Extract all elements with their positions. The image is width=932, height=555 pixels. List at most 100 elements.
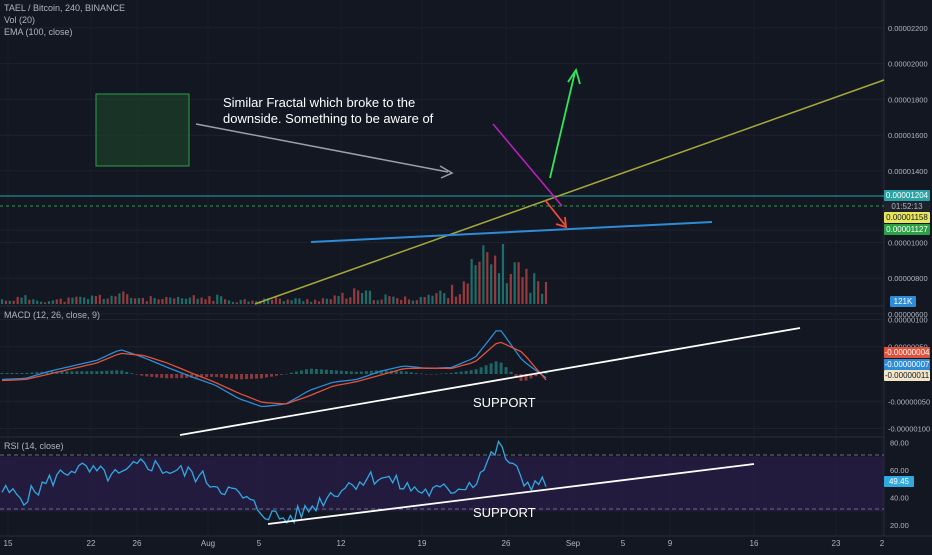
macd-histogram — [0, 361, 548, 381]
macd-hist-bar — [75, 371, 79, 374]
volume-bar — [137, 298, 141, 304]
volume-bar — [462, 281, 465, 304]
volume-bar — [282, 301, 285, 304]
volume-bar — [153, 298, 156, 304]
rsi-value-tag: 49.45 — [884, 476, 914, 487]
symbol-title[interactable]: TAEL / Bitcoin, 240, BINANCE — [4, 3, 126, 13]
macd-hist-bar — [294, 371, 298, 374]
volume-bar — [411, 300, 415, 304]
volume-bar — [12, 300, 15, 304]
volume-bar — [470, 258, 473, 304]
volume-bar — [384, 294, 387, 304]
macd-hist-bar — [404, 371, 408, 374]
volume-bar — [169, 297, 172, 304]
macd-hist-bar — [245, 374, 249, 380]
macd-hist-bar — [80, 371, 84, 374]
volume-bar — [533, 273, 536, 304]
macd-hist-bar — [160, 374, 164, 378]
wedge-upper-line[interactable] — [492, 123, 563, 207]
volume-bar — [341, 292, 344, 304]
macd-support-label: SUPPORT — [473, 395, 536, 410]
macd-hist-bar — [444, 373, 448, 374]
macd-indicator-label[interactable]: MACD (12, 26, close, 9) — [4, 310, 101, 320]
macd-hist-bar — [364, 371, 368, 374]
volume-bar — [200, 297, 203, 304]
volume-bar — [270, 299, 274, 304]
macd-hist-bar — [399, 371, 403, 374]
macd-tick-label: 0.00000100 — [888, 315, 928, 324]
breakdown-arrow-red[interactable] — [544, 199, 566, 226]
macd-tick-label: -0.00000050 — [888, 397, 930, 406]
breakout-arrow-green[interactable] — [549, 71, 576, 179]
time-axis-ticks: 15 22 26 Aug 5 12 19 26 Sep 5 9 16 23 2 — [4, 539, 885, 548]
macd-hist-bar — [439, 373, 443, 375]
volume-bar — [204, 299, 207, 304]
volume-bar — [447, 298, 450, 304]
volume-bar — [317, 301, 321, 304]
macd-hist-bar — [270, 374, 274, 377]
macd-hist-bar — [414, 372, 418, 374]
rsi-indicator-label[interactable]: RSI (14, close) — [4, 441, 64, 451]
volume-bar — [130, 297, 133, 304]
macd-hist-bar — [35, 372, 39, 374]
macd-hist-bar — [464, 370, 468, 374]
volume-bar — [180, 298, 184, 304]
macd-hist-bar — [205, 374, 209, 378]
volume-bar — [208, 296, 211, 304]
macd-hist-bar — [379, 370, 383, 374]
volume-bar — [110, 295, 113, 304]
fractal-pointer-arrowhead — [439, 165, 454, 179]
volume-bar — [98, 294, 101, 304]
fractal-pointer-arrow[interactable] — [195, 123, 449, 173]
volume-bar — [212, 300, 215, 304]
long-trend-line[interactable] — [254, 79, 885, 305]
macd-hist-bar — [155, 374, 159, 378]
macd-hist-bar — [45, 371, 49, 374]
volume-bar — [310, 301, 313, 304]
macd-hist-bar — [50, 371, 54, 374]
volume-bar — [149, 296, 152, 304]
macd-hist-bar — [524, 374, 528, 381]
volume-bar — [173, 298, 176, 304]
macd-hist-bar — [514, 374, 518, 377]
volume-bar — [302, 301, 305, 304]
volume-bar — [220, 296, 223, 304]
macd-hist-bar — [180, 374, 184, 379]
macd-hist-bar — [424, 374, 428, 375]
volume-tag: 121K — [890, 296, 916, 307]
volume-bar — [544, 281, 548, 304]
volume-bar — [28, 299, 31, 304]
fractal-note-line1: Similar Fractal which broke to the — [223, 95, 416, 110]
volume-bar — [474, 265, 477, 304]
time-tick-label: 2 — [880, 539, 885, 548]
price-tick-label: 0.00001000 — [888, 238, 928, 247]
macd-hist-bar — [25, 372, 29, 374]
macd-support-line[interactable] — [179, 327, 801, 436]
macd-hist-bar — [105, 370, 109, 374]
volume-bar — [247, 301, 250, 304]
volume-bar — [196, 298, 199, 304]
support-trend-line[interactable] — [310, 221, 713, 243]
volume-bar — [482, 245, 485, 304]
fractal-highlight-box[interactable] — [95, 93, 190, 167]
volume-bar — [102, 298, 105, 304]
price-tick-label: 0.00001600 — [888, 131, 928, 140]
volume-bar — [90, 295, 94, 304]
macd-hist-bar — [95, 371, 99, 374]
rsi-support-line[interactable] — [267, 463, 755, 525]
volume-bar — [106, 298, 109, 304]
volume-bar — [490, 264, 493, 304]
macd-hist-bar — [110, 370, 114, 374]
volume-bar — [376, 300, 379, 304]
volume-bar — [75, 296, 78, 304]
macd-hist-bar — [359, 371, 363, 374]
macd-hist-bar — [210, 374, 214, 377]
volume-indicator-label[interactable]: Vol (20) — [4, 15, 36, 25]
volume-bar — [122, 291, 125, 304]
volume-bar — [435, 293, 438, 304]
ema-indicator-label[interactable]: EMA (100, close) — [4, 27, 73, 37]
volume-bar — [239, 299, 242, 304]
volume-bar — [396, 298, 399, 304]
volume-bar — [184, 298, 188, 304]
volume-bar — [231, 301, 235, 304]
